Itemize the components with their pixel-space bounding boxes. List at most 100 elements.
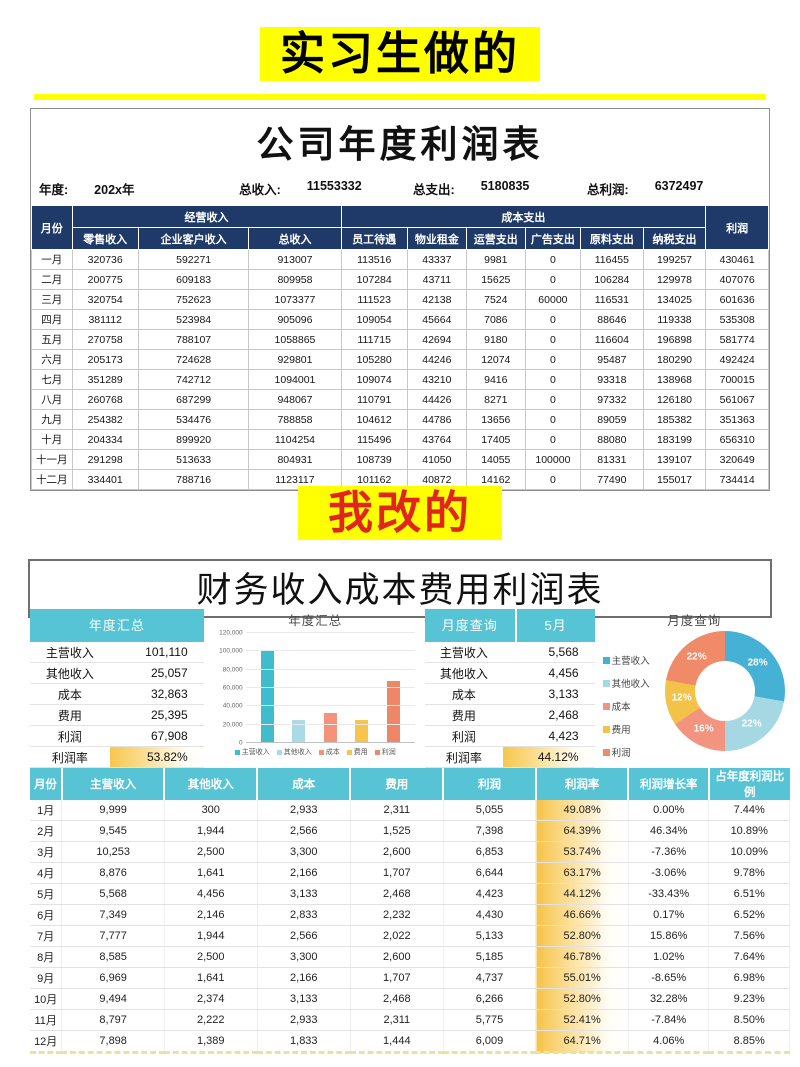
banner-intern: 实习生做的 — [259, 27, 541, 81]
y-axis-tick-label: 60,000 — [222, 684, 243, 692]
legend-item: 费用 — [346, 747, 368, 757]
value-cell: 0 — [524, 269, 582, 290]
value-cell: 126180 — [642, 389, 707, 410]
table-row: 六月 205173 724628 929801 105280 44246 12074 0 954… — [31, 349, 769, 370]
value-cell: 110791 — [340, 389, 408, 410]
value-cell: 111523 — [340, 289, 408, 310]
panel-row-label: 利润率 — [445, 750, 482, 765]
legend-swatch — [346, 749, 352, 755]
value-cell: 44426 — [406, 389, 467, 410]
value-cell: 2,374 — [164, 988, 258, 1010]
value-cell: 407076 — [705, 269, 769, 290]
column-header: 利润增长率 — [627, 768, 709, 800]
annual-profit-table: 月份 经营收入 成本支出 利润 零售收入 企业客户收入 总收入 员工待遇 物业租金 运营支… — [31, 205, 769, 490]
annual-panel-header: 年度汇总 — [30, 609, 204, 642]
value-cell: 260768 — [71, 389, 139, 410]
month-cell: 四月 — [31, 309, 73, 330]
panel-row-label: 主营收入 — [439, 645, 488, 660]
value-cell: 7,898 — [61, 1030, 165, 1053]
value-cell: 4,423 — [443, 883, 537, 905]
column-header: 总收入 — [248, 227, 342, 250]
legend-item: 其他收入 — [602, 676, 650, 690]
column-header: 利润 — [442, 768, 536, 800]
column-header: 成本 — [256, 768, 351, 800]
value-cell: 809958 — [248, 269, 342, 290]
value-cell: -8.65% — [628, 967, 710, 989]
value-cell: 687299 — [137, 389, 250, 410]
value-cell: 116531 — [580, 289, 644, 310]
value-cell: 534476 — [137, 409, 250, 430]
column-header: 利润率 — [534, 768, 629, 800]
header-row-2: 零售收入 企业客户收入 总收入 员工待遇 物业租金 运营支出 广告支出 原料支出 纳税支出 — [32, 227, 769, 250]
col-group-cost: 成本支出 — [340, 205, 707, 228]
value-cell: 948067 — [248, 389, 342, 410]
value-cell: 60000 — [524, 289, 582, 310]
table-row: 12月 7,898 1,389 1,833 1,444 6,009 64.71% 4.06% 8… — [30, 1030, 790, 1053]
table-row: 3月 10,253 2,500 3,300 2,600 6,853 53.74% -7.36%… — [30, 841, 790, 863]
value-cell: 15625 — [465, 269, 526, 290]
table-row: 四月 381112 523984 905096 109054 45664 7086 0 8864… — [31, 309, 769, 330]
gridline — [245, 705, 415, 707]
value-cell: 561067 — [705, 389, 769, 410]
month-cell: 六月 — [31, 349, 73, 370]
value-cell: 929801 — [248, 349, 342, 370]
value-cell: 119338 — [642, 309, 707, 330]
annual-profit-title: 公司年度利润表 — [256, 124, 544, 165]
value-cell: 5,185 — [443, 946, 537, 968]
column-header: 主营收入 — [60, 768, 165, 800]
month-panel-selected-month[interactable]: 5月 — [544, 618, 567, 633]
value-cell: 89059 — [580, 409, 644, 430]
value-cell: 4,456 — [164, 883, 258, 905]
value-cell: 44786 — [406, 409, 467, 430]
column-header: 零售收入 — [71, 227, 139, 250]
legend-item: 利润 — [374, 747, 396, 757]
panel-row-label: 主营收入 — [45, 645, 94, 660]
value-cell: 81331 — [580, 449, 644, 470]
value-cell: 0.00% — [628, 800, 710, 821]
value-cell: 1104254 — [248, 429, 342, 450]
bar-其他收入 — [292, 720, 306, 743]
value-cell: 115496 — [340, 429, 408, 450]
column-header: 月份 — [30, 768, 62, 800]
table-row: 二月 200775 609183 809958 107284 43711 15625 0 106… — [31, 269, 769, 290]
value-cell: 700015 — [705, 369, 769, 390]
value-cell: -33.43% — [628, 883, 710, 905]
value-cell: 32.28% — [628, 988, 710, 1010]
value-cell: 351363 — [705, 409, 769, 430]
value-cell: 42694 — [406, 329, 467, 350]
value-cell: 6,969 — [61, 967, 165, 989]
value-cell: 6,009 — [443, 1030, 537, 1053]
value-cell: 2,500 — [164, 946, 258, 968]
value-cell: 100000 — [524, 449, 582, 470]
donut-chart-legend: 主营收入 其他收入 成本 费用 利润 — [602, 653, 650, 759]
bar-plot-area: 0 20,000 40,000 60,000 80,000 100,000 120,000 — [219, 630, 415, 747]
legend-label: 主营收入 — [241, 749, 270, 756]
legend-label: 利润 — [611, 748, 631, 759]
panel-row-label: 利润率 — [51, 750, 88, 765]
profit-rate-cell: 64.39% — [535, 820, 629, 842]
column-header: 原料支出 — [580, 227, 644, 250]
value-cell: 113516 — [340, 249, 408, 270]
panel-row-value: 44.12% — [502, 747, 595, 767]
value-cell: 788858 — [248, 409, 342, 430]
value-cell: 77490 — [580, 469, 644, 490]
panel-row-label: 成本 — [57, 687, 82, 702]
value-cell: 270758 — [71, 329, 139, 350]
y-axis-tick-label: 20,000 — [222, 721, 243, 729]
y-axis-tick-label: 100,000 — [219, 647, 243, 655]
gridline — [245, 687, 415, 688]
value-cell: 97332 — [580, 389, 644, 410]
value-cell: 139107 — [642, 449, 707, 470]
value-cell: 1,707 — [350, 862, 444, 884]
bars — [246, 633, 415, 743]
value-cell: 788716 — [137, 469, 250, 490]
value-cell: 535308 — [705, 309, 769, 330]
month-cell: 3月 — [30, 841, 63, 863]
month-cell: 十二月 — [31, 469, 73, 490]
panel-row: 成本 3,133 — [424, 684, 595, 705]
value-cell: 2,600 — [350, 841, 444, 863]
value-cell: 0 — [524, 389, 582, 410]
value-cell: 7,398 — [443, 820, 537, 842]
value-cell: 7,349 — [61, 904, 165, 926]
